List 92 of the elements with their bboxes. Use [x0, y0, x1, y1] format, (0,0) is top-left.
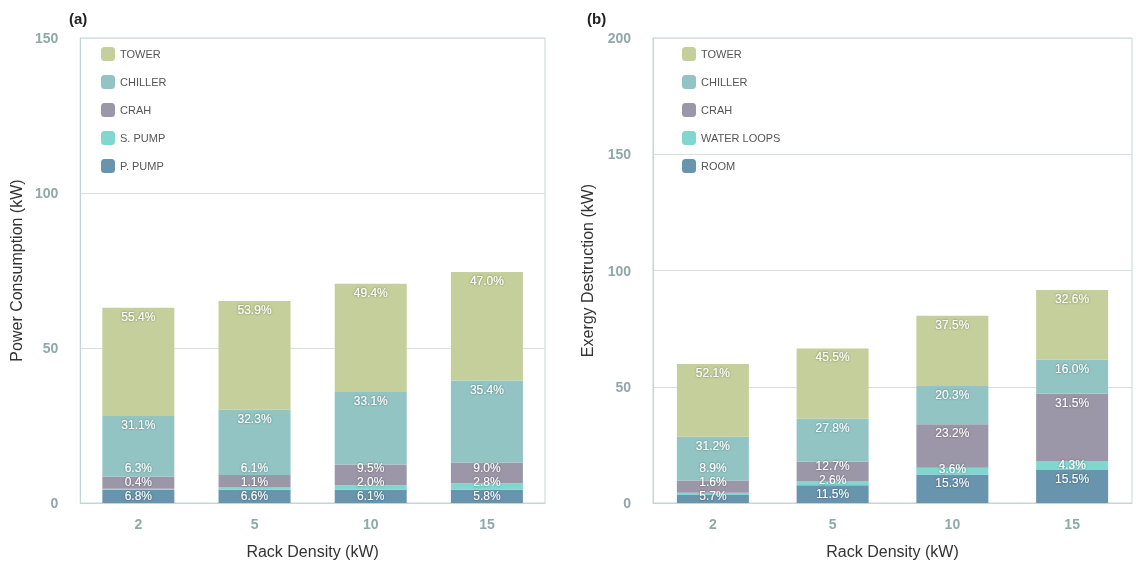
bar: [916, 386, 989, 425]
annotation: 4.3%: [1058, 457, 1087, 472]
bar: [1036, 359, 1109, 394]
annotation: 53.9%: [237, 302, 272, 317]
bar: [102, 307, 175, 416]
legend-label: ROOM: [701, 160, 736, 172]
bar: [916, 315, 989, 387]
bar: [1036, 290, 1109, 360]
annotation: 31.5%: [1055, 395, 1090, 410]
y-tick-label: 0: [50, 495, 59, 511]
annotation: 31.1%: [121, 417, 156, 432]
x-tick-label: 15: [1064, 516, 1081, 532]
annotation: 16.0%: [1055, 361, 1090, 376]
bar: [796, 348, 869, 419]
bar: [450, 380, 523, 463]
bar: [450, 272, 523, 381]
x-tick-label: 5: [828, 516, 837, 532]
bar: [102, 415, 175, 477]
y-tick-label: 150: [34, 30, 59, 46]
annotation: 15.5%: [1055, 471, 1090, 486]
y-tick-label: 200: [607, 30, 632, 46]
annotation: 6.1%: [240, 461, 269, 475]
legend-label: TOWER: [701, 48, 742, 60]
annotation: 6.6%: [240, 489, 269, 503]
annotation: 5.7%: [699, 489, 727, 503]
y-tick-label: 50: [615, 378, 632, 395]
annotation: 6.3%: [124, 461, 153, 475]
y-tick-label: 150: [607, 146, 632, 163]
legend-label: P. PUMP: [120, 160, 164, 172]
annotation: 1.1%: [240, 475, 269, 489]
annotation: 6.1%: [357, 489, 385, 503]
bar: [334, 283, 407, 393]
y-axis-title: Exergy Destruction (kW): [578, 183, 596, 358]
bar: [916, 474, 989, 503]
annotation: 49.4%: [353, 285, 389, 300]
bar: [1036, 469, 1109, 503]
y-axis-title: Power Consumption (kW): [7, 179, 25, 362]
y-tick-label: 50: [42, 340, 59, 356]
legend-label: CRAH: [120, 104, 152, 116]
annotation: 8.9%: [699, 461, 727, 475]
chart-title: (b): [587, 10, 607, 27]
legend-label: CHILLER: [701, 76, 748, 88]
annotation: 6.8%: [124, 489, 153, 503]
y-tick-label: 0: [623, 495, 632, 511]
y-tick-label: 100: [607, 262, 632, 279]
annotation: 11.5%: [816, 487, 850, 502]
annotation: 9.5%: [357, 461, 385, 475]
x-axis-title: Rack Density (kW): [246, 542, 379, 560]
chart-title: (a): [69, 10, 88, 27]
annotation: 9.0%: [473, 461, 501, 475]
annotation: 32.3%: [237, 411, 272, 426]
x-tick-label: 15: [479, 516, 495, 532]
annotation: 20.3%: [935, 388, 970, 403]
legend-label: S. PUMP: [120, 132, 166, 144]
legend-label: CRAH: [701, 104, 733, 116]
bar: [1036, 393, 1109, 461]
annotation: 55.4%: [121, 309, 156, 324]
annotation: 12.7%: [815, 459, 850, 474]
annotation: 33.1%: [353, 394, 389, 409]
bar: [218, 300, 291, 410]
bar: [334, 392, 407, 465]
annotation: 0.4%: [124, 475, 153, 489]
annotation: 32.6%: [1055, 292, 1090, 307]
annotation: 45.5%: [815, 350, 850, 365]
x-tick-label: 10: [362, 516, 379, 532]
bar: [334, 485, 407, 490]
legend-label: WATER LOOPS: [701, 132, 781, 144]
annotation: 2.0%: [357, 475, 385, 489]
annotation: 35.4%: [469, 382, 505, 397]
annotation: 31.2%: [695, 438, 731, 453]
x-tick-label: 5: [250, 516, 259, 532]
bar: [796, 418, 869, 462]
bar: [218, 475, 291, 488]
x-tick-label: 10: [944, 516, 961, 532]
x-axis-title: Rack Density (kW): [826, 542, 959, 560]
bar: [676, 363, 749, 437]
annotation: 27.8%: [815, 420, 850, 435]
legend-label: CHILLER: [120, 76, 167, 88]
annotation: 5.8%: [473, 489, 501, 503]
bar: [218, 409, 291, 476]
legend-label: TOWER: [120, 48, 161, 60]
annotation: 3.6%: [938, 462, 967, 477]
x-tick-label: 2: [708, 516, 717, 532]
annotation: 37.5%: [935, 317, 970, 332]
x-tick-label: 2: [134, 516, 143, 532]
y-tick-label: 100: [34, 185, 59, 201]
annotation: 47.0%: [469, 274, 505, 289]
annotation: 23.2%: [935, 426, 970, 441]
bar: [218, 487, 291, 490]
annotation: 15.3%: [935, 476, 970, 491]
annotation: 52.1%: [695, 365, 731, 380]
annotation: 1.6%: [699, 475, 727, 489]
